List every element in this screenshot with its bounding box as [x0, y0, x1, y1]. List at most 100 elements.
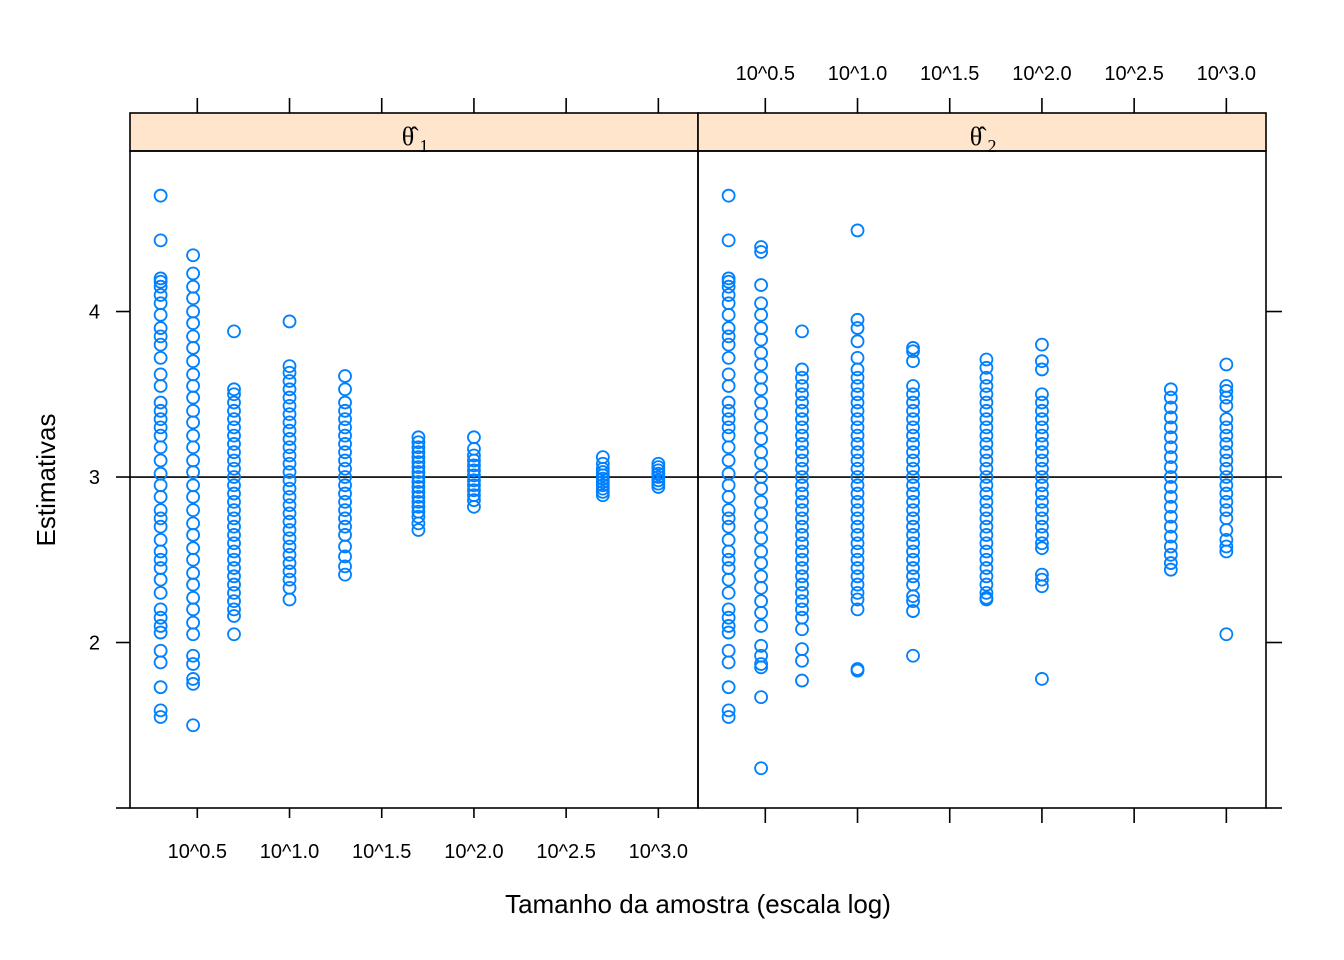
data-point	[186, 615, 200, 630]
data-point	[721, 572, 736, 587]
data-point	[186, 354, 200, 369]
x-tick-label: 10^3.0	[629, 841, 688, 863]
x-tick-label: 10^3.0	[1197, 63, 1256, 85]
data-point	[906, 379, 920, 393]
data-point	[411, 435, 426, 450]
data-point	[754, 370, 768, 385]
data-point	[467, 499, 481, 514]
data-point	[186, 440, 200, 455]
data-point	[467, 463, 481, 478]
data-point	[186, 316, 200, 331]
data-point	[153, 274, 168, 289]
data-point	[338, 519, 352, 534]
x-tick-label: 10^1.5	[352, 841, 411, 863]
data-point	[754, 296, 768, 311]
data-point	[1219, 398, 1234, 413]
data-point	[754, 456, 768, 471]
data-point	[795, 379, 809, 393]
data-point	[721, 602, 736, 617]
x-tick-label: 10^2.5	[1104, 63, 1163, 85]
data-point	[850, 453, 865, 468]
data-point	[795, 569, 809, 584]
data-point	[906, 494, 920, 509]
data-point	[795, 445, 809, 460]
data-point	[282, 514, 297, 529]
data-point	[1163, 480, 1178, 494]
data-point	[282, 359, 297, 374]
data-point	[153, 379, 168, 393]
data-point	[227, 602, 241, 617]
data-point	[186, 657, 200, 671]
data-point	[1219, 428, 1234, 443]
data-point	[721, 561, 736, 575]
data-point	[1035, 354, 1049, 369]
data-point	[979, 453, 994, 468]
data-point	[979, 503, 994, 518]
data-point	[721, 544, 736, 559]
data-point	[467, 478, 481, 493]
data-point	[906, 544, 920, 559]
data-point	[186, 379, 200, 393]
data-point	[721, 274, 736, 289]
data-point	[153, 585, 168, 600]
data-point	[795, 653, 809, 668]
data-point	[754, 605, 768, 620]
strip-label-subscript: 1	[420, 136, 429, 156]
x-tick-label: 10^1.0	[260, 841, 319, 863]
data-point	[153, 552, 168, 567]
data-point	[186, 552, 200, 567]
data-point	[186, 403, 200, 418]
data-point	[227, 478, 241, 493]
data-point	[754, 240, 768, 254]
data-point	[1035, 428, 1049, 443]
data-point	[850, 312, 865, 327]
data-point	[1219, 412, 1234, 426]
x-tick-label: 10^2.5	[536, 841, 595, 863]
data-point	[153, 350, 168, 365]
data-point	[227, 437, 241, 451]
data-point	[467, 448, 481, 463]
data-point	[1163, 382, 1178, 397]
data-point	[1219, 390, 1234, 405]
data-point	[850, 552, 865, 567]
data-point	[850, 461, 865, 476]
data-point	[186, 329, 200, 344]
data-point	[1035, 453, 1049, 468]
data-point	[186, 390, 200, 405]
data-point	[1035, 395, 1049, 410]
data-point	[467, 468, 481, 483]
data-point	[227, 511, 241, 526]
data-point	[906, 486, 920, 501]
data-point	[754, 332, 768, 347]
data-point	[754, 345, 768, 360]
data-point	[1035, 494, 1049, 509]
data-point	[282, 440, 297, 455]
data-point	[338, 549, 352, 564]
data-point	[850, 470, 865, 484]
data-point	[754, 531, 768, 546]
data-point	[227, 519, 241, 534]
data-point	[979, 445, 994, 460]
data-point	[979, 561, 994, 575]
data-point	[282, 498, 297, 513]
data-point	[227, 561, 241, 575]
data-point	[1035, 478, 1049, 493]
data-point	[795, 324, 809, 339]
data-point	[595, 488, 610, 503]
data-point	[411, 485, 426, 499]
data-point	[282, 382, 297, 397]
data-point	[906, 445, 920, 460]
data-point	[906, 470, 920, 484]
data-point	[338, 528, 352, 542]
data-point	[721, 533, 736, 547]
data-point	[1035, 420, 1049, 435]
data-point	[795, 511, 809, 526]
data-point	[721, 440, 736, 455]
data-point	[1035, 437, 1049, 451]
data-point	[186, 503, 200, 518]
data-point	[979, 544, 994, 559]
data-point	[795, 585, 809, 600]
data-point	[850, 577, 865, 592]
data-point	[721, 643, 736, 658]
data-point	[338, 382, 352, 397]
